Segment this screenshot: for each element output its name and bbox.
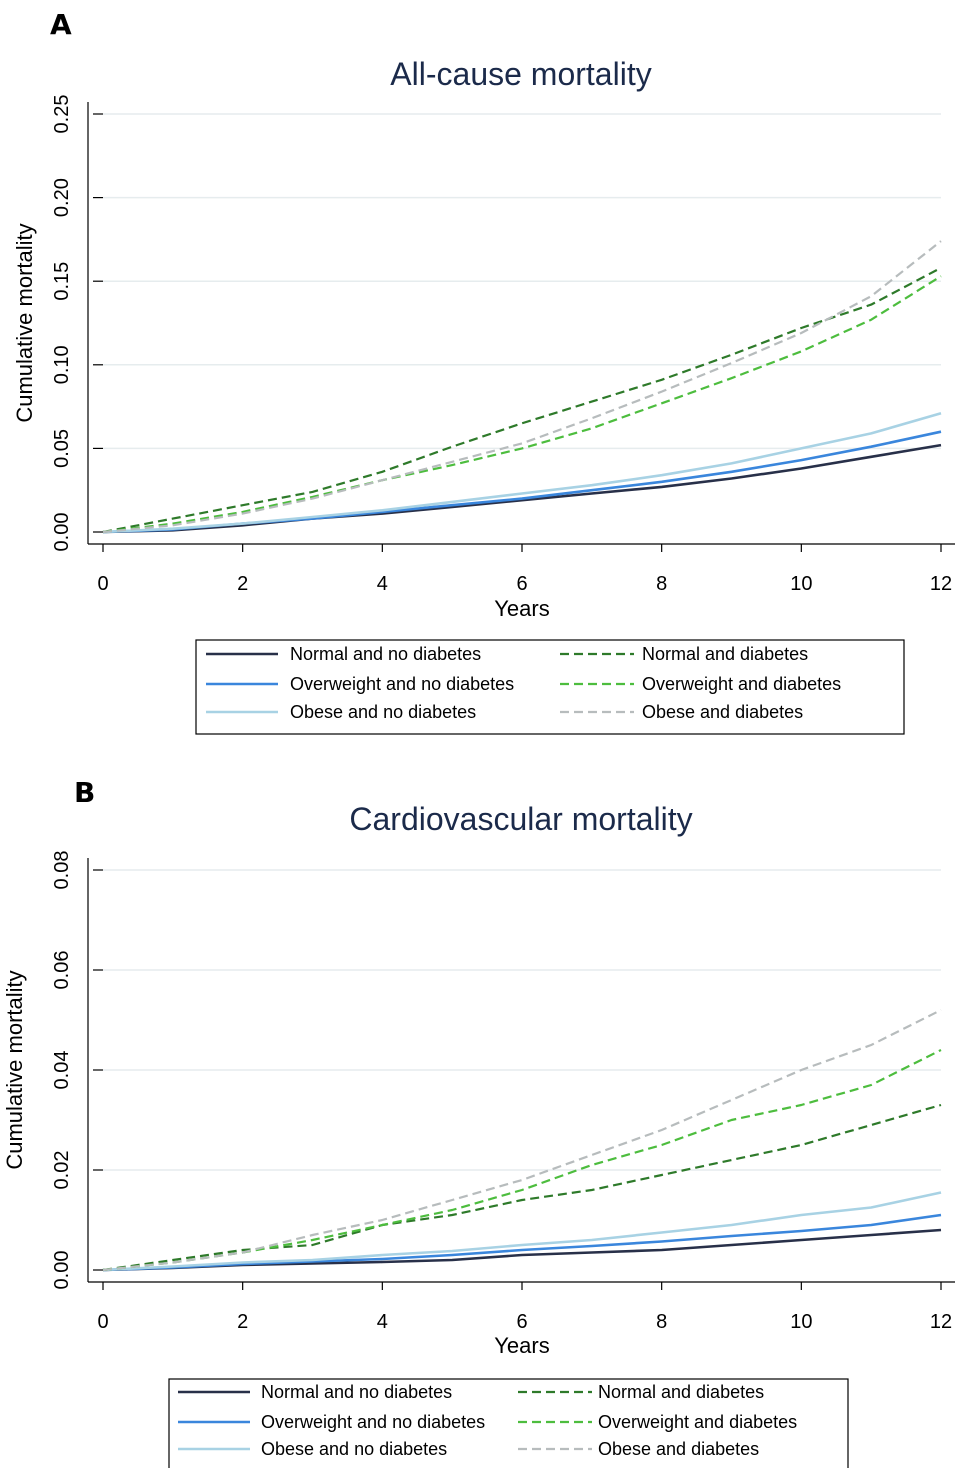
series-line-normal-and-diabetes [102,1103,942,1272]
panel-a: A All-cause mortality 0.00 0.05 0.10 0.15 0.2… [12,8,955,735]
y-tick-label: 0.02 [51,1151,73,1190]
series-line-overweight-and-diabetes [102,1049,942,1272]
x-tick-label: 12 [930,573,952,595]
legend-label: Obese and no diabetes [290,702,476,722]
legend-label: Overweight and no diabetes [261,1412,485,1432]
y-axis-title: Cumulative mortality [2,970,27,1169]
y-tick-label: 0.00 [51,1251,73,1290]
x-tick-label: 4 [377,1311,388,1333]
legend-label: Normal and no diabetes [290,644,481,664]
all-cause-mortality-chart: All-cause mortality 0.00 0.05 0.10 0.15 0.20 0… [12,56,955,735]
legend-label: Obese and no diabetes [261,1439,447,1459]
panel-letter: B [74,776,96,809]
legend-label: Obese and diabetes [598,1439,759,1459]
x-tick-label: 4 [377,573,388,595]
x-tick-label: 10 [790,573,812,595]
x-tick-label: 8 [656,1311,667,1333]
x-tick-label: 6 [516,1311,527,1333]
y-tick-label: 0.08 [51,851,73,890]
legend-label: Normal and diabetes [598,1382,764,1402]
chart-title: Cardiovascular mortality [349,801,692,837]
legend-label: Normal and no diabetes [261,1382,452,1402]
series-line-overweight-and-no-diabetes [102,1213,942,1272]
series-line-normal-and-no-diabetes [102,443,942,534]
cardiovascular-mortality-chart: Cardiovascular mortality 0.00 0.02 0.04 0.06… [2,801,955,1468]
x-tick-label: 8 [656,573,667,595]
series-line-obese-and-no-diabetes [102,1191,942,1272]
series-line-overweight-and-diabetes [102,275,942,534]
x-tick-label: 2 [237,573,248,595]
legend-label: Overweight and diabetes [642,674,841,694]
y-tick-label: 0.05 [51,429,73,468]
series-line-normal-and-diabetes [102,266,942,534]
y-tick-label: 0.20 [51,178,73,217]
y-tick-label: 0.10 [51,345,73,384]
y-tick-label: 0.00 [51,513,73,552]
x-tick-label: 12 [930,1311,952,1333]
chart-title: All-cause mortality [390,56,651,92]
y-tick-label: 0.25 [51,95,73,134]
legend-label: Overweight and diabetes [598,1412,797,1432]
x-tick-label: 6 [516,573,527,595]
series-line-obese-and-diabetes [102,240,942,534]
y-tick-label: 0.06 [51,951,73,990]
y-tick-label: 0.15 [51,262,73,301]
legend-label: Obese and diabetes [642,702,803,722]
x-tick-label: 2 [237,1311,248,1333]
legend-label: Normal and diabetes [642,644,808,664]
x-axis-title: Years [494,1333,549,1358]
x-tick-label: 10 [790,1311,812,1333]
x-axis-title: Years [494,596,549,621]
y-axis-title: Cumulative mortality [12,223,37,422]
panel-b: B Cardiovascular mortality 0.00 0.02 0.04 0.… [0,760,957,1468]
series-line-obese-and-diabetes [102,1009,942,1272]
y-tick-label: 0.04 [51,1051,73,1090]
legend-box [168,1378,849,1468]
legend-box [195,639,905,735]
legend-label: Overweight and no diabetes [290,674,514,694]
x-tick-label: 0 [97,573,108,595]
series-line-obese-and-no-diabetes [102,412,942,534]
panel-letter: A [50,8,72,41]
x-tick-label: 0 [97,1311,108,1333]
